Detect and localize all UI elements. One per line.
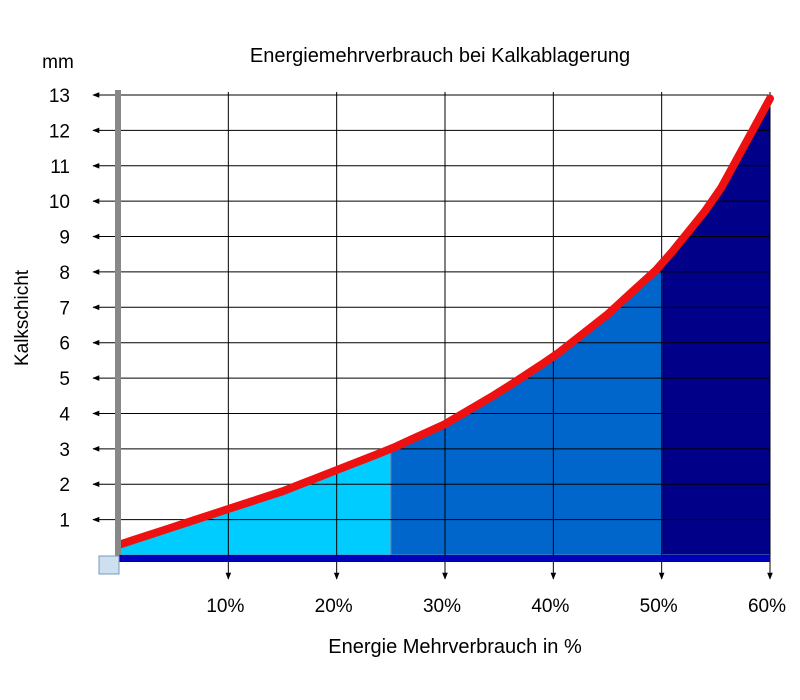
- axes: [98, 90, 770, 575]
- x-axis-baseline: [119, 555, 770, 562]
- y-tick-label-10: 10: [49, 192, 70, 213]
- y-axis-bar: [115, 90, 121, 556]
- y-unit-label: mm: [42, 52, 74, 73]
- area-band-3: [661, 98, 771, 556]
- y-tick-label-9: 9: [59, 228, 70, 249]
- series-curve: [116, 94, 774, 549]
- y-tick-label-8: 8: [59, 263, 70, 284]
- y-tick-label-2: 2: [59, 475, 70, 496]
- x-axis-label: Energie Mehrverbrauch in %: [328, 636, 582, 658]
- y-tick-label-5: 5: [59, 369, 70, 390]
- curve-layer: [116, 94, 774, 549]
- x-tick-label-50%: 50%: [640, 596, 678, 617]
- origin-box: [98, 555, 120, 575]
- y-tick-label-12: 12: [49, 121, 70, 142]
- y-tick-label-3: 3: [59, 440, 70, 461]
- x-tick-label-60%: 60%: [748, 596, 786, 617]
- x-tick-label-40%: 40%: [531, 596, 569, 617]
- y-tick-label-11: 11: [50, 157, 70, 178]
- area-band-2: [390, 263, 663, 556]
- chart-title: Energiemehrverbrauch bei Kalkablagerung: [250, 45, 630, 67]
- area-bands: [119, 98, 771, 556]
- y-tick-label-6: 6: [59, 334, 70, 355]
- x-tick-label-30%: 30%: [423, 596, 461, 617]
- y-tick-label-1: 1: [59, 511, 70, 532]
- y-tick-label-4: 4: [59, 404, 70, 425]
- y-tick-label-13: 13: [49, 86, 70, 107]
- x-tick-label-20%: 20%: [315, 596, 353, 617]
- x-tick-label-10%: 10%: [206, 596, 244, 617]
- y-tick-label-7: 7: [59, 298, 70, 319]
- y-axis-label: Kalkschicht: [12, 269, 33, 366]
